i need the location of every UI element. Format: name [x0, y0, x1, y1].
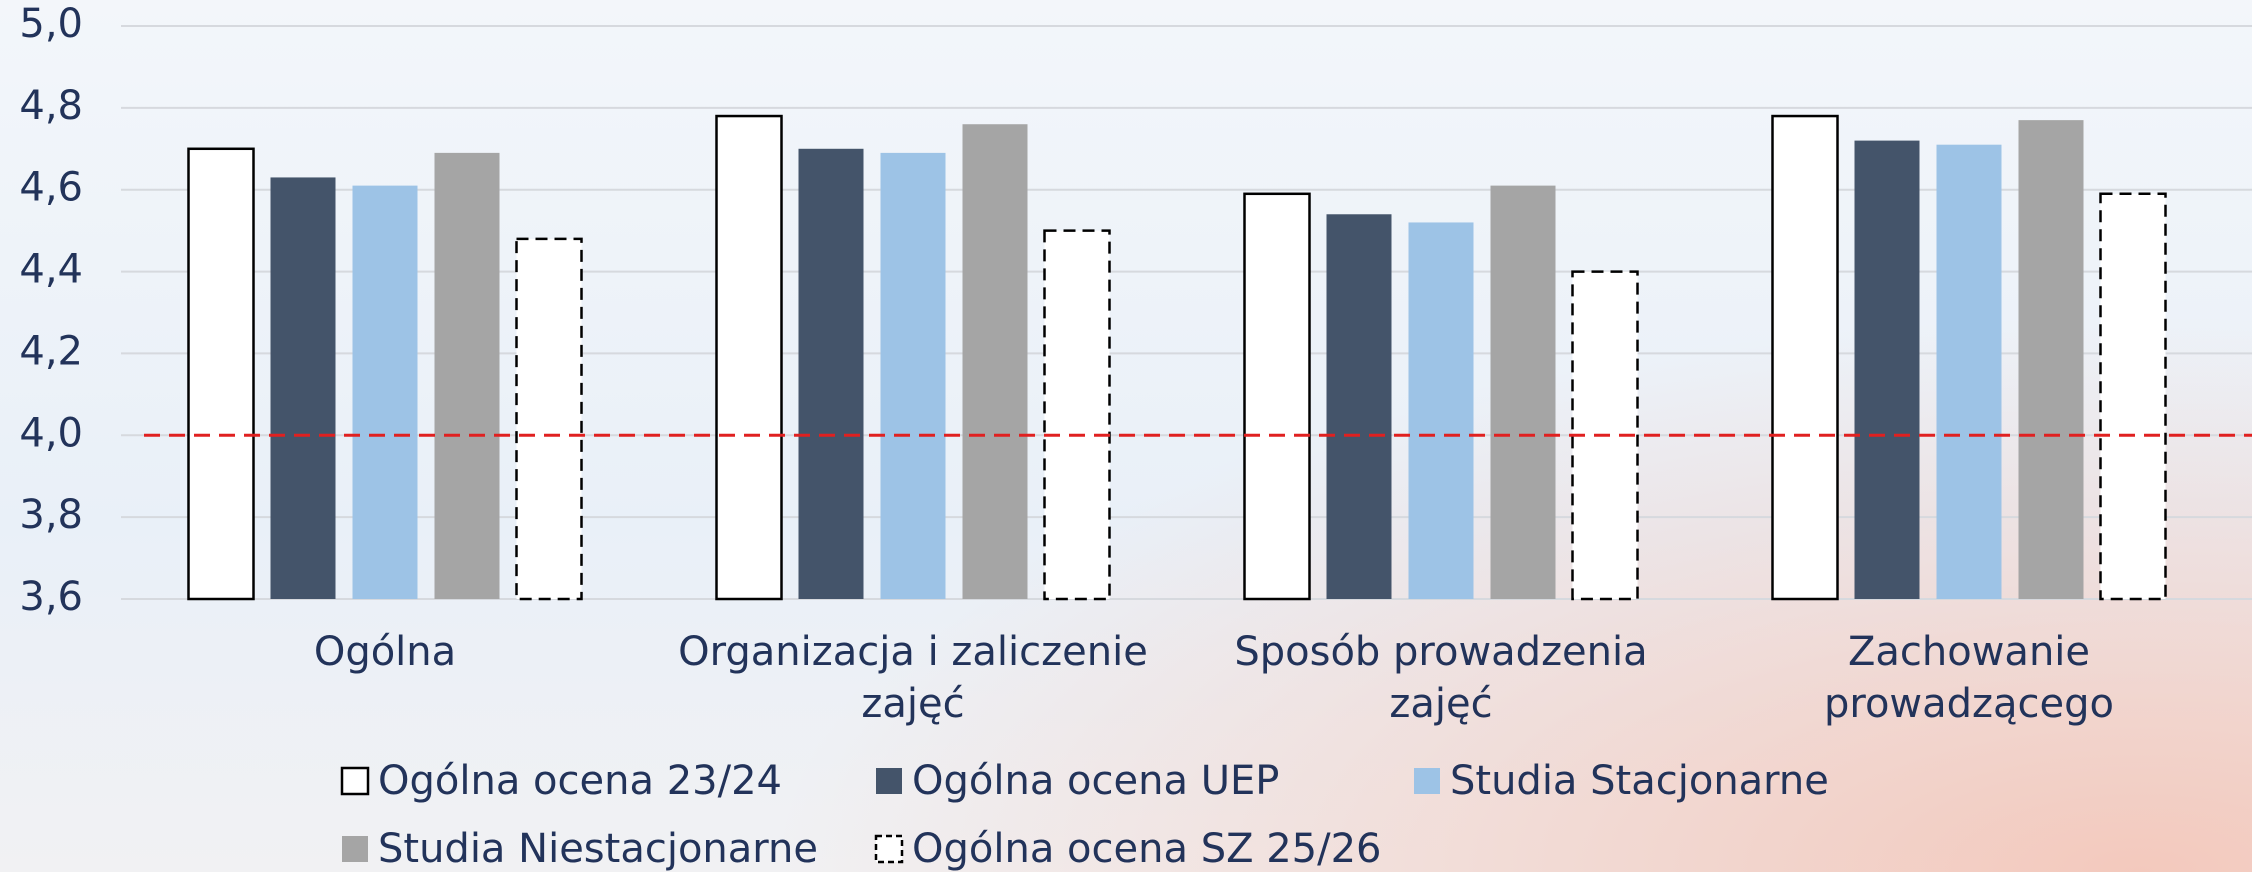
bar — [1408, 222, 1474, 599]
bar — [1854, 140, 1920, 599]
x-tick-label: Sposób prowadzenia zajęć — [1234, 629, 1648, 727]
bar — [798, 148, 864, 600]
bar — [715, 114, 783, 601]
bar — [434, 152, 500, 599]
y-tick-label: 4,4 — [19, 247, 83, 293]
bar — [880, 152, 946, 599]
legend-swatch — [874, 834, 904, 864]
legend-swatch — [340, 766, 370, 796]
y-tick-label: 4,6 — [19, 165, 83, 211]
x-tick-label: Ogólna — [313, 629, 457, 675]
bar — [1326, 214, 1392, 599]
bar — [1771, 114, 1839, 601]
legend-swatch — [342, 836, 368, 862]
bar — [1490, 185, 1556, 599]
y-tick-label: 4,0 — [19, 410, 83, 456]
bar — [2018, 120, 2084, 599]
legend-swatch — [876, 768, 902, 794]
y-tick-label: 4,8 — [19, 83, 83, 129]
x-tick-label: Organizacja i zaliczenie zajęć — [678, 629, 1148, 727]
y-tick-label: 4,2 — [19, 328, 83, 374]
bar — [1043, 229, 1111, 601]
bar — [1243, 192, 1311, 601]
y-tick-label: 5,0 — [19, 1, 83, 47]
x-tick-label: Zachowanie prowadzącego — [1823, 629, 2115, 727]
y-tick-label: 3,6 — [19, 574, 83, 620]
y-tick-label: 3,8 — [19, 492, 83, 538]
legend-label: Ogólna ocena 23/24 — [378, 758, 782, 804]
bar — [270, 177, 336, 599]
legend-label: Studia Stacjonarne — [1450, 758, 1829, 804]
bar — [352, 185, 418, 599]
legend-swatch — [1414, 768, 1440, 794]
legend-label: Ogólna ocena UEP — [912, 758, 1279, 804]
bar — [1936, 144, 2002, 599]
legend-label: Ogólna ocena SZ 25/26 — [912, 826, 1381, 872]
legend-label: Studia Niestacjonarne — [378, 826, 818, 872]
bar — [2099, 192, 2167, 601]
bar — [962, 124, 1028, 599]
bar — [515, 237, 583, 601]
bar — [187, 147, 255, 601]
